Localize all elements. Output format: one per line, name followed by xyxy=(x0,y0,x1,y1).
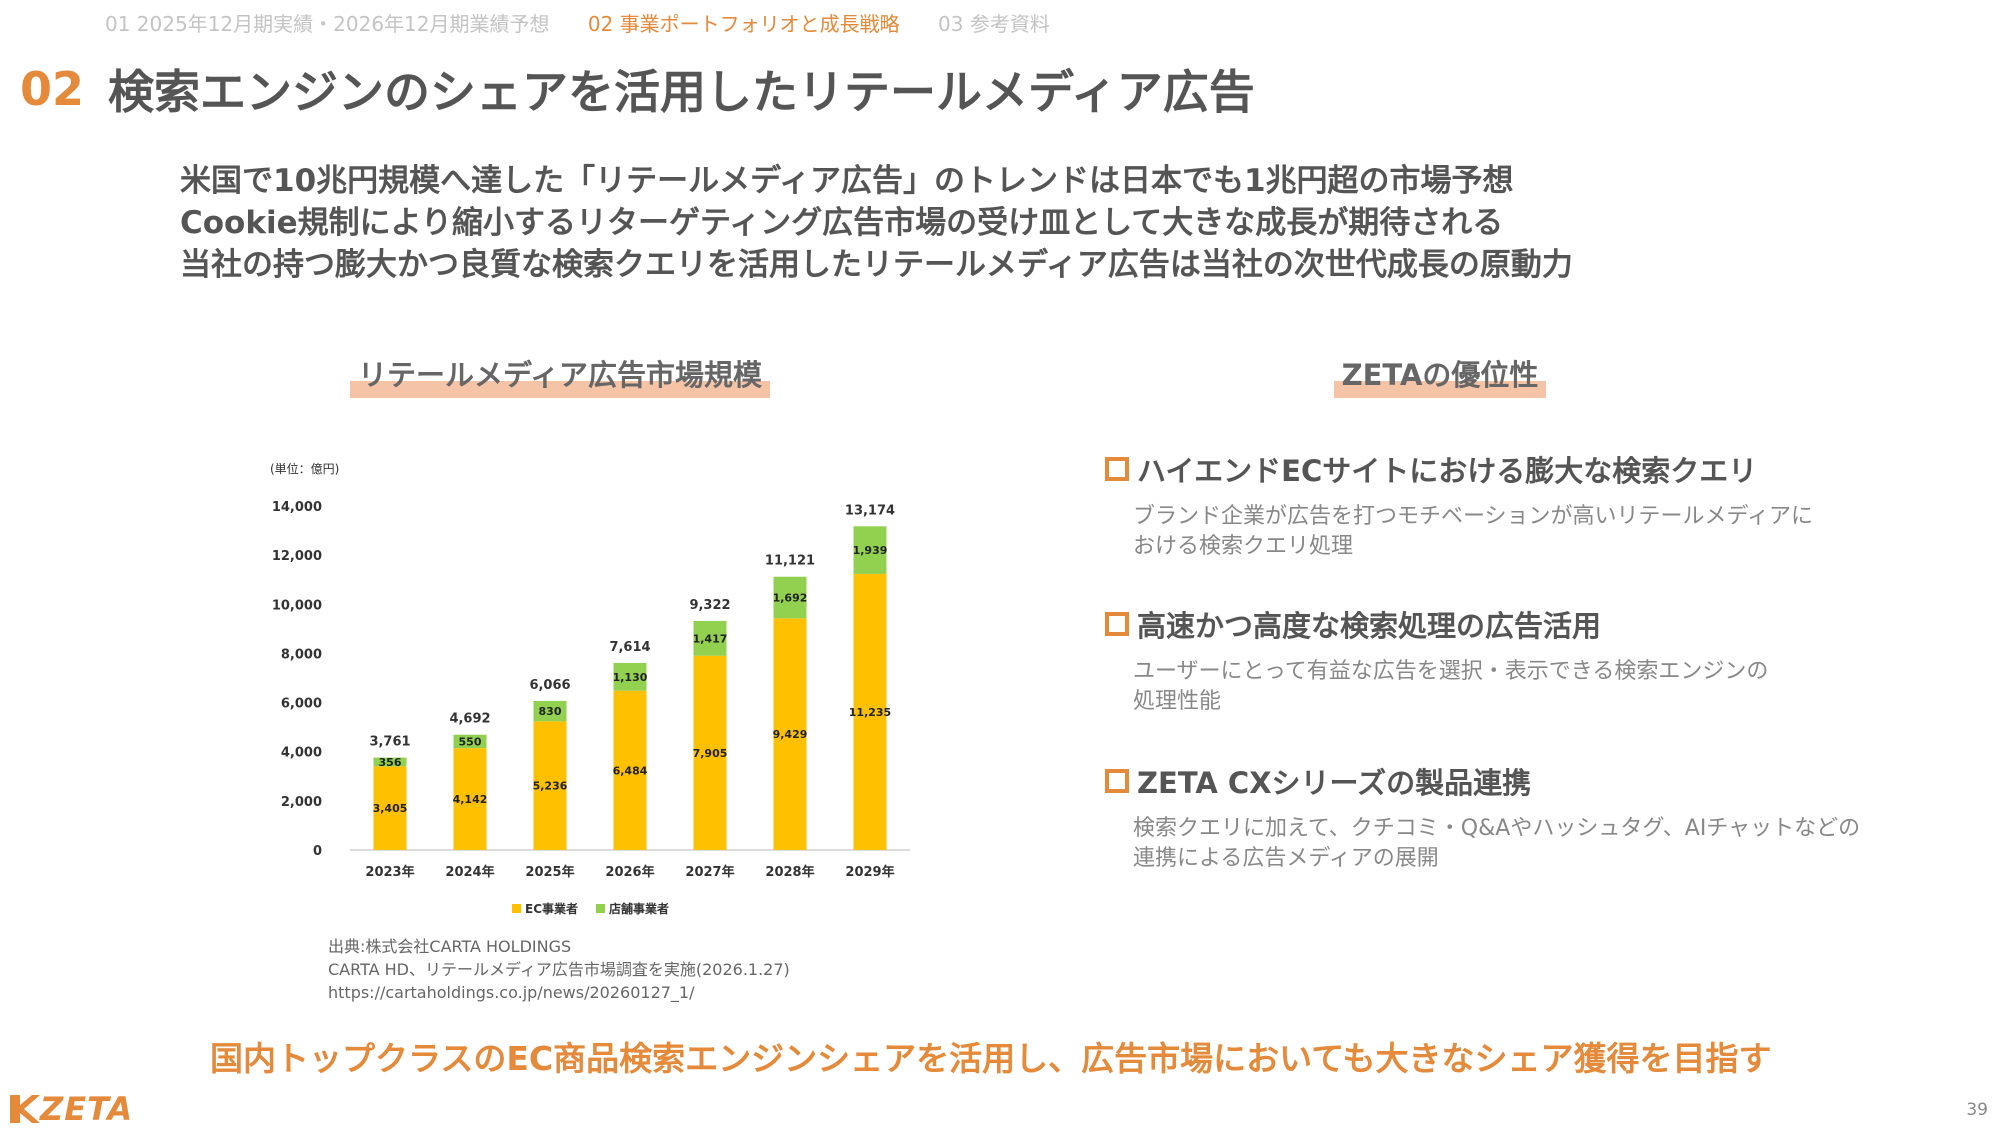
data-label: 4,142 xyxy=(453,793,488,806)
advantage-item: 高速かつ高度な検索処理の広告活用 ユーザーにとって有益な広告を選択・表示できる検… xyxy=(1105,603,1768,717)
source-url[interactable]: https://cartaholdings.co.jp/news/2026012… xyxy=(328,983,695,1002)
zeta-logo-icon xyxy=(10,1095,40,1123)
advantage-title: 高速かつ高度な検索処理の広告活用 xyxy=(1137,609,1602,643)
advantage-description: 検索クエリに加えて、クチコミ・Q&Aやハッシュタグ、AIチャットなどの 連携によ… xyxy=(1133,814,1860,874)
advantage-description-line: ブランド企業が広告を打つモチベーションが高いリテールメディアに xyxy=(1133,504,1814,529)
advantage-title: ハイエンドECサイトにおける膨大な検索クエリ xyxy=(1137,454,1758,488)
total-label: 9,322 xyxy=(689,598,730,613)
nav-item-strategy[interactable]: 02 事業ポートフォリオと成長戦略 xyxy=(587,12,900,36)
data-label: 7,905 xyxy=(693,747,728,760)
advantage-description-line: 処理性能 xyxy=(1133,689,1222,714)
zeta-logo: ZETA xyxy=(10,1090,133,1128)
chart-source: 出典:株式会社CARTA HOLDINGS CARTA HD、リテールメディア広… xyxy=(328,935,790,1004)
bar-segment xyxy=(453,734,487,749)
bar-segment xyxy=(533,700,567,722)
nav-item-reference[interactable]: 03 参考資料 xyxy=(938,12,1050,36)
bottom-message: 国内トップクラスのEC商品検索エンジンシェアを活用し、広告市場においても大きなシ… xyxy=(210,1039,1772,1078)
x-tick-label: 2024年 xyxy=(445,864,494,880)
data-label: 550 xyxy=(459,735,482,748)
page-title: 02 検索エンジンのシェアを活用したリテールメディア広告 xyxy=(20,54,1255,124)
section-nav: 01 2025年12月期実績・2026年12月期業績予想 02 事業ポートフォリ… xyxy=(105,8,1082,37)
source-line: 出典:株式会社CARTA HOLDINGS xyxy=(328,937,572,956)
data-label: 5,236 xyxy=(533,780,568,793)
bar-segment xyxy=(853,573,887,850)
bar-segment xyxy=(693,655,727,850)
title-text: 検索エンジンのシェアを活用したリテールメディア広告 xyxy=(108,65,1255,119)
advantage-item: ZETA CXシリーズの製品連携 検索クエリに加えて、クチコミ・Q&Aやハッシュ… xyxy=(1105,760,1860,874)
legend-swatch xyxy=(596,904,605,913)
y-tick-label: 12,000 xyxy=(272,549,322,564)
data-label: 11,235 xyxy=(849,706,891,719)
total-label: 4,692 xyxy=(449,712,490,727)
market-size-chart: (単位：億円) 0 2,000 4,000 6,000 8,000 10,000 12,000… xyxy=(260,450,920,930)
data-label: 356 xyxy=(379,756,402,769)
bar-segment xyxy=(693,620,727,656)
page-number: 39 xyxy=(1966,1100,1988,1120)
title-number: 02 xyxy=(20,62,85,116)
advantage-description: ユーザーにとって有益な広告を選択・表示できる検索エンジンの 処理性能 xyxy=(1133,657,1768,717)
advantage-heading: ZETAの優位性 xyxy=(1300,352,1580,398)
lead-line: 当社の持つ膨大かつ良質な検索クエリを活用したリテールメディア広告は当社の次世代成… xyxy=(180,247,1573,283)
data-label: 3,405 xyxy=(373,802,408,815)
bar-segment xyxy=(533,721,567,850)
bar-segment xyxy=(613,662,647,691)
legend-swatch xyxy=(512,904,521,913)
market-size-heading-text: リテールメディア広告市場規模 xyxy=(350,352,770,398)
y-tick-label: 10,000 xyxy=(272,598,322,613)
advantage-description-line: ユーザーにとって有益な広告を選択・表示できる検索エンジンの xyxy=(1133,659,1769,684)
checkbox-square-icon xyxy=(1105,457,1129,481)
bar-segment xyxy=(453,748,487,850)
advantage-heading-text: ZETAの優位性 xyxy=(1333,352,1547,398)
chart-unit-label: (単位：億円) xyxy=(270,461,339,476)
x-tick-label: 2026年 xyxy=(605,864,654,880)
y-tick-label: 8,000 xyxy=(281,647,322,662)
advantage-title: ZETA CXシリーズの製品連携 xyxy=(1137,766,1532,800)
advantage-description: ブランド企業が広告を打つモチベーションが高いリテールメディアに おける検索クエリ… xyxy=(1133,502,1813,562)
advantage-item: ハイエンドECサイトにおける膨大な検索クエリ ブランド企業が広告を打つモチベーシ… xyxy=(1105,448,1813,562)
total-label: 11,121 xyxy=(765,554,815,569)
total-label: 6,066 xyxy=(529,678,570,693)
bar-segment xyxy=(773,618,807,850)
data-label: 6,484 xyxy=(613,764,648,777)
x-tick-label: 2023年 xyxy=(365,864,414,880)
y-tick-label: 4,000 xyxy=(281,746,322,761)
data-label: 9,429 xyxy=(773,728,808,741)
legend-label: 店舗事業者 xyxy=(609,901,669,916)
nav-item-results[interactable]: 01 2025年12月期実績・2026年12月期業績予想 xyxy=(105,12,550,36)
total-label: 3,761 xyxy=(369,735,410,750)
lead-line: 米国で10兆円規模へ達した「リテールメディア広告」のトレンドは日本でも1兆円超の… xyxy=(180,163,1514,199)
data-label: 1,692 xyxy=(773,592,808,605)
total-label: 7,614 xyxy=(609,640,650,655)
source-line: CARTA HD、リテールメディア広告市場調査を実施(2026.1.27) xyxy=(328,960,790,979)
lead-line: Cookie規制により縮小するリターゲティング広告市場の受け皿として大きな成長が… xyxy=(180,205,1504,241)
advantage-description-line: 連携による広告メディアの展開 xyxy=(1133,846,1439,871)
legend-label: EC事業者 xyxy=(525,901,578,916)
bar-segment xyxy=(853,526,887,574)
checkbox-square-icon xyxy=(1105,612,1129,636)
bar-segment xyxy=(613,690,647,850)
chart-svg: (単位：億円) 0 2,000 4,000 6,000 8,000 10,000 12,000… xyxy=(270,461,910,916)
data-label: 830 xyxy=(539,705,562,718)
checkbox-square-icon xyxy=(1105,769,1129,793)
advantage-description-line: おける検索クエリ処理 xyxy=(1133,534,1354,559)
data-label: 1,939 xyxy=(853,544,888,557)
x-tick-label: 2025年 xyxy=(525,864,574,880)
x-tick-label: 2027年 xyxy=(685,864,734,880)
advantage-description-line: 検索クエリに加えて、クチコミ・Q&Aやハッシュタグ、AIチャットなどの xyxy=(1133,816,1861,841)
total-label: 13,174 xyxy=(845,503,895,518)
y-tick-label: 6,000 xyxy=(281,697,322,712)
y-tick-label: 14,000 xyxy=(272,500,322,515)
y-tick-label: 2,000 xyxy=(281,795,322,810)
lead-text: 米国で10兆円規模へ達した「リテールメディア広告」のトレンドは日本でも1兆円超の… xyxy=(180,160,1573,286)
data-label: 1,417 xyxy=(693,632,728,645)
y-tick-label: 0 xyxy=(313,844,322,859)
bar-segment xyxy=(373,757,407,767)
bar-segment xyxy=(773,576,807,619)
x-tick-label: 2028年 xyxy=(765,864,814,880)
data-label: 1,130 xyxy=(613,671,648,684)
x-tick-label: 2029年 xyxy=(845,864,894,880)
bar-segment xyxy=(373,766,407,850)
market-size-heading: リテールメディア広告市場規模 xyxy=(340,352,780,398)
zeta-logo-text: ZETA xyxy=(40,1090,134,1128)
